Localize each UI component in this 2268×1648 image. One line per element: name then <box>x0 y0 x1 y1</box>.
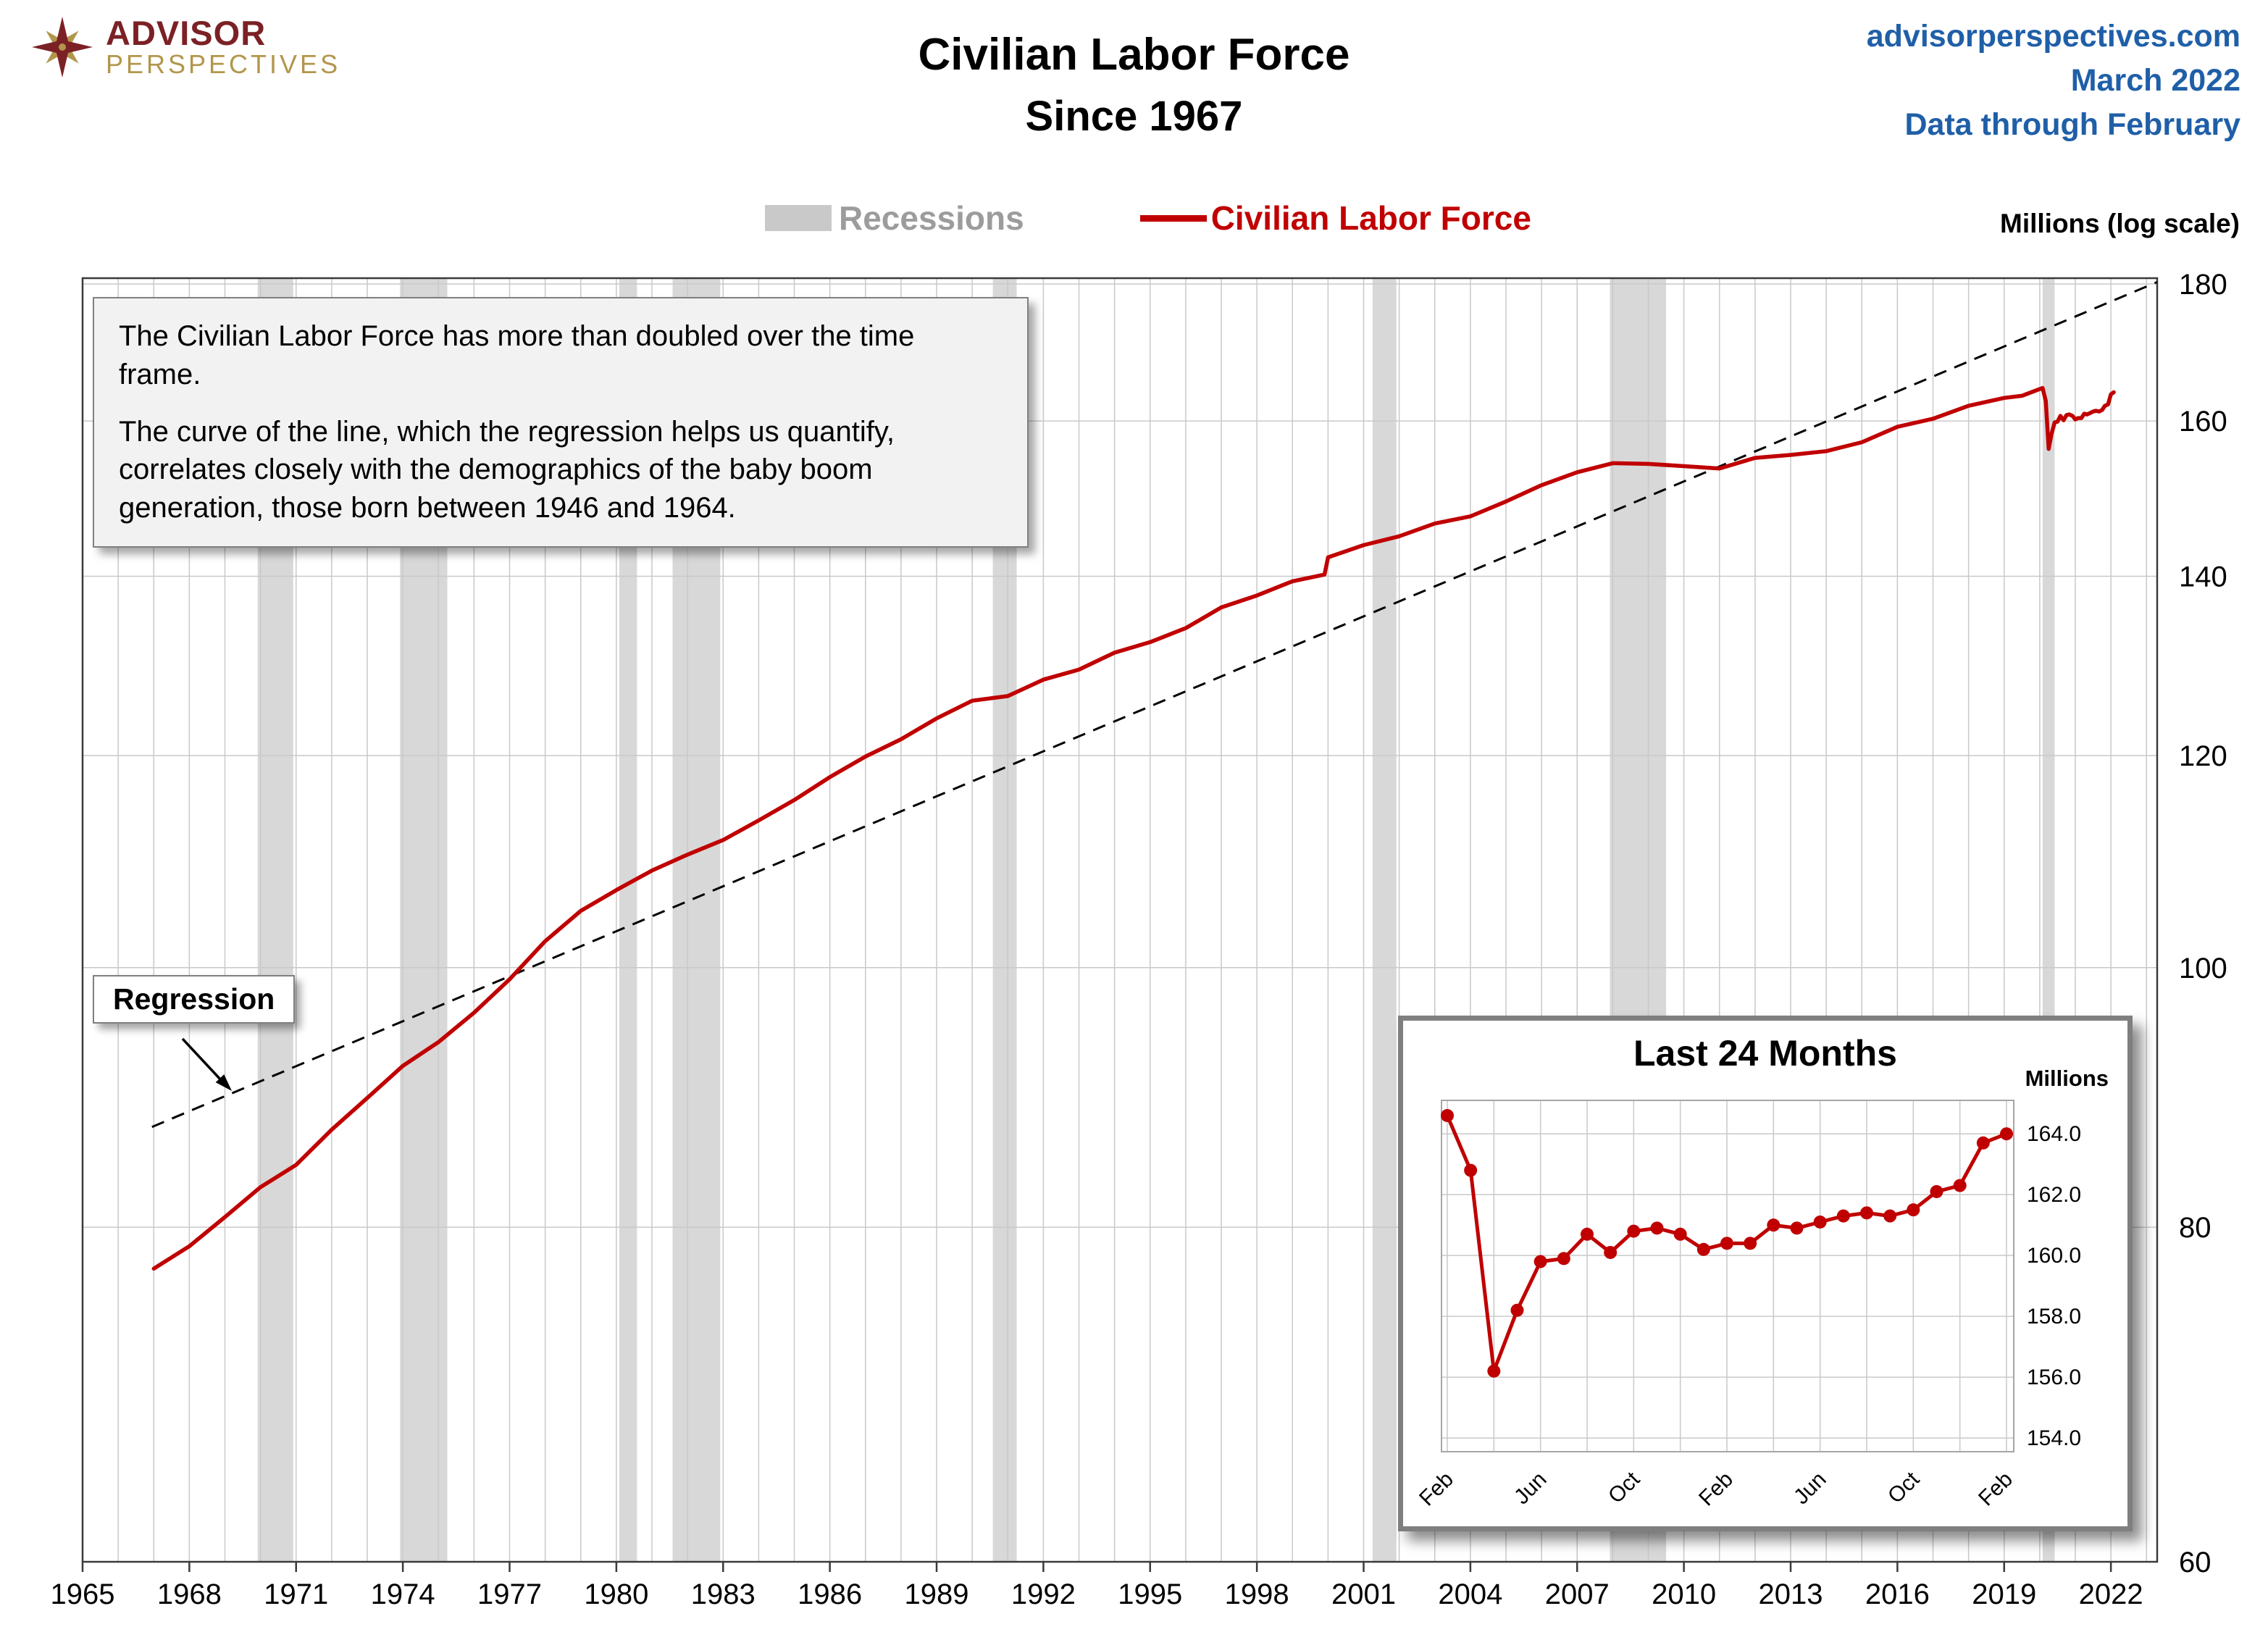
logo-advisor: ADVISOR <box>106 14 267 52</box>
svg-text:80: 80 <box>2179 1212 2211 1244</box>
svg-text:Oct: Oct <box>1604 1467 1645 1508</box>
inset-title: Last 24 Months <box>1633 1033 1897 1074</box>
labor-force-line <box>151 385 2116 1271</box>
inset-gridlines <box>1441 1100 2014 1452</box>
svg-text:2001: 2001 <box>1331 1578 1396 1610</box>
legend-item-recessions: Recessions <box>765 198 1024 238</box>
svg-text:Feb: Feb <box>1415 1468 1458 1511</box>
svg-text:1983: 1983 <box>691 1578 756 1610</box>
annotation-paragraph-1: The Civilian Labor Force has more than d… <box>119 320 915 390</box>
source-date: March 2022 <box>2070 63 2240 98</box>
recessions-label: Recessions <box>839 199 1024 237</box>
inset-chart: 154.0 156.0 158.0 160.0 162.0 164.0 Feb Jun Oct F… <box>1415 1100 2081 1511</box>
annotation-box: The Civilian Labor Force has more than d… <box>93 297 1029 548</box>
logo-perspectives: PERSPECTIVES <box>106 49 341 79</box>
svg-text:2016: 2016 <box>1865 1578 1930 1610</box>
svg-text:2022: 2022 <box>2079 1578 2143 1610</box>
svg-text:180: 180 <box>2179 269 2227 301</box>
svg-text:158.0: 158.0 <box>2027 1305 2081 1329</box>
svg-text:Jun: Jun <box>1789 1468 1831 1510</box>
svg-text:1968: 1968 <box>157 1578 222 1610</box>
svg-text:1989: 1989 <box>905 1578 969 1610</box>
svg-text:160.0: 160.0 <box>2027 1244 2081 1268</box>
svg-text:2019: 2019 <box>1972 1578 2036 1610</box>
svg-text:120: 120 <box>2179 740 2227 772</box>
svg-text:162.0: 162.0 <box>2027 1183 2081 1207</box>
svg-text:1965: 1965 <box>51 1578 115 1610</box>
legend-item-labor-force: Civilian Labor Force <box>1139 198 1531 238</box>
svg-text:Feb: Feb <box>1974 1468 2017 1511</box>
x-axis-labels: 1965 1968 1971 1974 1977 1980 1983 1986 1989 1992… <box>51 1562 2143 1610</box>
regression-line <box>151 280 2158 1129</box>
page-title-line2: Since 1967 <box>1025 93 1243 140</box>
advisor-perspectives-logo: ADVISOR PERSPECTIVES <box>32 16 340 79</box>
svg-text:Feb: Feb <box>1694 1468 1738 1511</box>
legend: Recessions Civilian Labor Force <box>765 198 1531 238</box>
svg-text:2010: 2010 <box>1652 1578 1716 1610</box>
svg-text:1992: 1992 <box>1011 1578 1076 1610</box>
svg-text:1998: 1998 <box>1225 1578 1289 1610</box>
svg-text:2007: 2007 <box>1545 1578 1610 1610</box>
page-title: Civilian Labor Force Since 1967 <box>918 29 1349 141</box>
source-note: Data through February <box>1904 107 2241 142</box>
svg-text:2013: 2013 <box>1759 1578 1823 1610</box>
recession-swatch <box>765 205 832 231</box>
inset-plot-border <box>1441 1100 2014 1452</box>
svg-text:160: 160 <box>2179 406 2227 438</box>
plot-border <box>81 277 2159 1563</box>
svg-text:1980: 1980 <box>584 1578 648 1610</box>
svg-text:156.0: 156.0 <box>2027 1365 2081 1389</box>
y-axis-labels: 60 80 100 120 140 160 180 <box>2179 269 2227 1578</box>
svg-text:140: 140 <box>2179 561 2227 593</box>
source-info: advisorperspectives.com March 2022 Data … <box>1867 14 2240 147</box>
logo-text: ADVISOR PERSPECTIVES <box>106 16 340 79</box>
svg-text:Oct: Oct <box>1883 1467 1925 1508</box>
inset-chart-panel: Last 24 Months Millions 154.0 156.0 158.0 1… <box>1398 1016 2133 1531</box>
svg-text:1974: 1974 <box>371 1578 435 1610</box>
svg-text:164.0: 164.0 <box>2027 1122 2081 1146</box>
svg-text:154.0: 154.0 <box>2027 1426 2081 1450</box>
regression-label: Regression <box>93 975 296 1024</box>
compass-rose-icon <box>32 17 93 78</box>
svg-text:60: 60 <box>2179 1547 2211 1578</box>
series-line-swatch <box>1139 214 1207 222</box>
source-site-link[interactable]: advisorperspectives.com <box>1866 19 2240 54</box>
svg-text:1986: 1986 <box>798 1578 862 1610</box>
svg-text:1971: 1971 <box>264 1578 328 1610</box>
y-axis-title: Millions (log scale) <box>2000 209 2240 238</box>
inset-series <box>1441 1108 2013 1378</box>
inset-units-label: Millions <box>2025 1066 2109 1091</box>
annotation-paragraph-2: The curve of the line, which the regress… <box>119 415 895 524</box>
svg-text:2004: 2004 <box>1438 1578 1502 1610</box>
regression-arrow <box>181 1037 232 1091</box>
svg-text:100: 100 <box>2179 953 2227 984</box>
page-title-line1: Civilian Labor Force <box>918 30 1350 80</box>
series-label: Civilian Labor Force <box>1210 199 1531 237</box>
svg-text:Jun: Jun <box>1510 1468 1552 1510</box>
svg-text:1995: 1995 <box>1118 1578 1182 1610</box>
svg-text:1977: 1977 <box>477 1578 542 1610</box>
